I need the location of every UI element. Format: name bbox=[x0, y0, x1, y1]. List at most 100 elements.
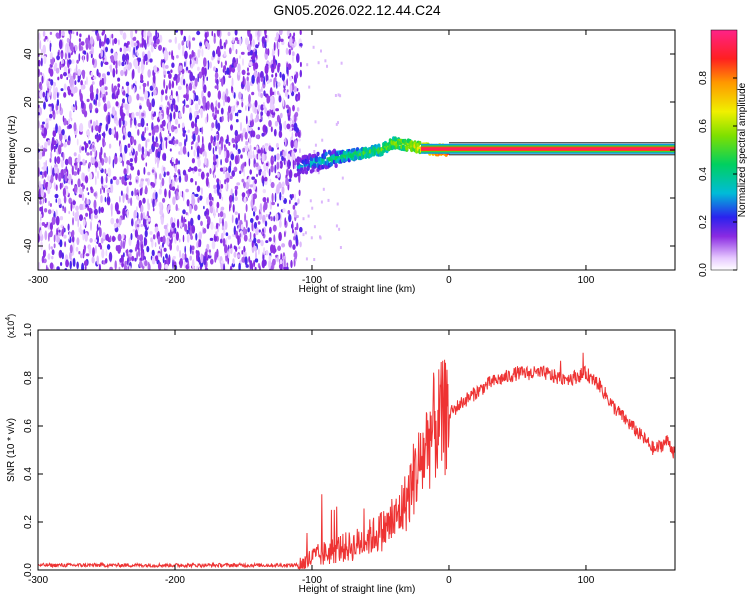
noise-cell bbox=[165, 253, 168, 258]
noise-cell bbox=[217, 46, 221, 55]
noise-cell bbox=[249, 136, 251, 145]
noise-cell bbox=[191, 121, 195, 128]
noise-cell bbox=[85, 265, 87, 270]
noise-cell bbox=[299, 241, 301, 247]
noise-cell bbox=[50, 175, 53, 184]
noise-cell bbox=[155, 129, 159, 133]
noise-cell bbox=[263, 105, 265, 109]
noise-cell bbox=[48, 104, 51, 107]
noise-cell bbox=[275, 121, 278, 127]
noise-cell bbox=[222, 227, 224, 231]
noise-cell bbox=[193, 94, 195, 100]
noise-cell bbox=[152, 129, 155, 135]
noise-cell bbox=[288, 214, 291, 222]
tone-band bbox=[421, 148, 675, 150]
noise-cell bbox=[279, 220, 282, 228]
noise-cell bbox=[240, 154, 243, 158]
noise-cell bbox=[87, 99, 90, 102]
noise-cell bbox=[106, 249, 108, 256]
noise-cell bbox=[42, 125, 44, 128]
noise-cell bbox=[232, 67, 236, 73]
noise-cell bbox=[114, 156, 118, 165]
noise-cell bbox=[277, 115, 280, 123]
noise-cell bbox=[61, 229, 63, 237]
noise-cell bbox=[60, 216, 63, 220]
noise-cell bbox=[271, 74, 273, 77]
noise-cell bbox=[81, 146, 84, 150]
noise-cell bbox=[155, 226, 159, 232]
noise-cell bbox=[248, 44, 252, 52]
noise-cell bbox=[68, 119, 70, 124]
noise-cell bbox=[119, 217, 122, 225]
noise-cell bbox=[235, 113, 237, 116]
noise-cell bbox=[126, 93, 129, 97]
noise-cell bbox=[85, 143, 89, 148]
noise-cell bbox=[162, 141, 164, 151]
noise-cell bbox=[207, 91, 210, 98]
noise-cell bbox=[107, 115, 110, 125]
noise-cell bbox=[88, 245, 91, 254]
noise-cell bbox=[101, 94, 104, 98]
noise-cell bbox=[183, 130, 186, 133]
noise-cell bbox=[273, 78, 275, 88]
noise-cell bbox=[195, 78, 198, 87]
noise-cell bbox=[148, 151, 150, 156]
noise-cell bbox=[51, 256, 53, 259]
noise-cell bbox=[263, 197, 267, 202]
noise-cell bbox=[50, 262, 54, 269]
noise-cell bbox=[211, 137, 213, 141]
noise-cell bbox=[294, 194, 296, 201]
noise-cell bbox=[152, 182, 155, 188]
y-tick-label: 0.8 bbox=[23, 371, 34, 385]
noise-cell bbox=[88, 140, 91, 144]
colorbar-gradient bbox=[711, 30, 737, 270]
noise-cell bbox=[153, 89, 157, 95]
noise-cell bbox=[190, 178, 193, 183]
noise-cell bbox=[162, 62, 165, 68]
noise-cell bbox=[42, 222, 45, 226]
noise-cell bbox=[110, 179, 113, 185]
noise-cell bbox=[250, 218, 254, 223]
noise-cell bbox=[195, 123, 197, 127]
colorbar-tick-label: 0.6 bbox=[698, 119, 709, 133]
noise-cell bbox=[95, 125, 99, 131]
noise-cell bbox=[149, 231, 152, 235]
noise-cell bbox=[124, 205, 126, 209]
noise-cell bbox=[111, 55, 115, 63]
noise-cell bbox=[80, 224, 82, 233]
noise-cell bbox=[68, 156, 72, 165]
noise-cell bbox=[53, 82, 56, 87]
noise-cell bbox=[150, 237, 153, 242]
noise-cell bbox=[238, 92, 242, 100]
noise-cell bbox=[141, 67, 143, 75]
noise-cell bbox=[105, 47, 108, 53]
noise-cell bbox=[183, 235, 185, 242]
noise-cell bbox=[203, 256, 206, 265]
noise-cell bbox=[178, 124, 180, 129]
noise-cell bbox=[105, 86, 108, 90]
noise-cell bbox=[130, 158, 133, 162]
noise-cell bbox=[42, 45, 46, 55]
noise-cell bbox=[144, 260, 148, 266]
noise-cell bbox=[138, 144, 142, 152]
noise-cell bbox=[107, 105, 110, 109]
noise-cell bbox=[286, 48, 289, 55]
noise-cell bbox=[318, 61, 320, 64]
noise-cell bbox=[209, 201, 213, 207]
noise-cell bbox=[106, 176, 108, 183]
noise-cell bbox=[163, 71, 166, 75]
noise-cell bbox=[285, 90, 287, 97]
noise-cell bbox=[53, 127, 55, 131]
noise-cell bbox=[181, 40, 184, 46]
noise-cell bbox=[217, 110, 219, 115]
noise-cell bbox=[147, 81, 149, 87]
noise-cell bbox=[201, 187, 203, 195]
noise-cell bbox=[289, 76, 292, 81]
noise-cell bbox=[147, 50, 150, 59]
noise-cell bbox=[188, 221, 190, 228]
noise-cell bbox=[252, 39, 255, 47]
noise-cell bbox=[184, 61, 186, 67]
noise-cell bbox=[252, 130, 255, 137]
noise-cell bbox=[164, 248, 167, 252]
noise-cell bbox=[261, 77, 264, 82]
